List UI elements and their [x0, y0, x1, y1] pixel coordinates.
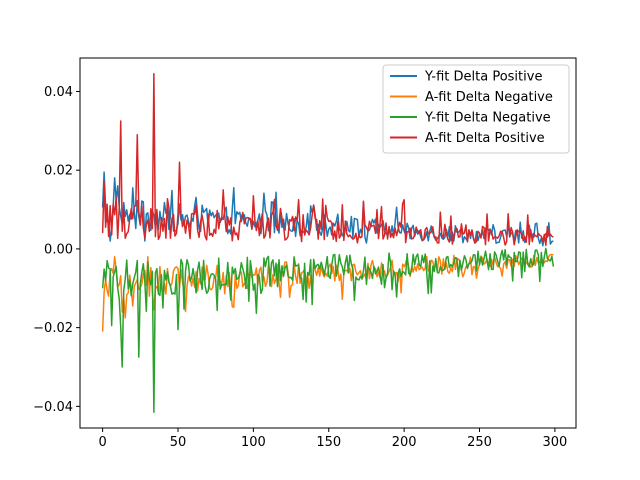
x-tick-label: 200: [392, 435, 417, 450]
y-tick-label: 0.02: [44, 164, 73, 179]
y-tick-label: −0.02: [33, 321, 73, 336]
x-tick-label: 50: [170, 435, 187, 450]
x-tick-label: 100: [241, 435, 266, 450]
x-axis: 0 50 100 150 200 250 300: [98, 428, 567, 450]
legend-label: A-fit Delta Positive: [425, 131, 545, 146]
legend-label: Y-fit Delta Positive: [424, 70, 542, 85]
legend-label: A-fit Delta Negative: [425, 90, 553, 105]
series-line-3: [101, 247, 555, 414]
x-tick-label: 150: [316, 435, 341, 450]
x-tick-label: 250: [467, 435, 492, 450]
legend-label: Y-fit Delta Negative: [424, 111, 551, 126]
legend-frame: [382, 64, 570, 154]
series-line-4: [101, 72, 554, 247]
y-tick-label: 0.04: [44, 85, 73, 100]
axes-spines: [79, 57, 577, 429]
x-tick-label: 300: [542, 435, 567, 450]
y-axis: −0.04 −0.02 0.00 0.02 0.04: [33, 85, 80, 415]
axes-frame: [79, 57, 577, 429]
legend: Y-fit Delta Positive A-fit Delta Negative…: [382, 64, 570, 154]
series-layer: [101, 72, 555, 414]
x-tick-label: 0: [98, 435, 106, 450]
y-tick-label: 0.00: [44, 242, 73, 257]
y-tick-label: −0.04: [33, 400, 73, 415]
